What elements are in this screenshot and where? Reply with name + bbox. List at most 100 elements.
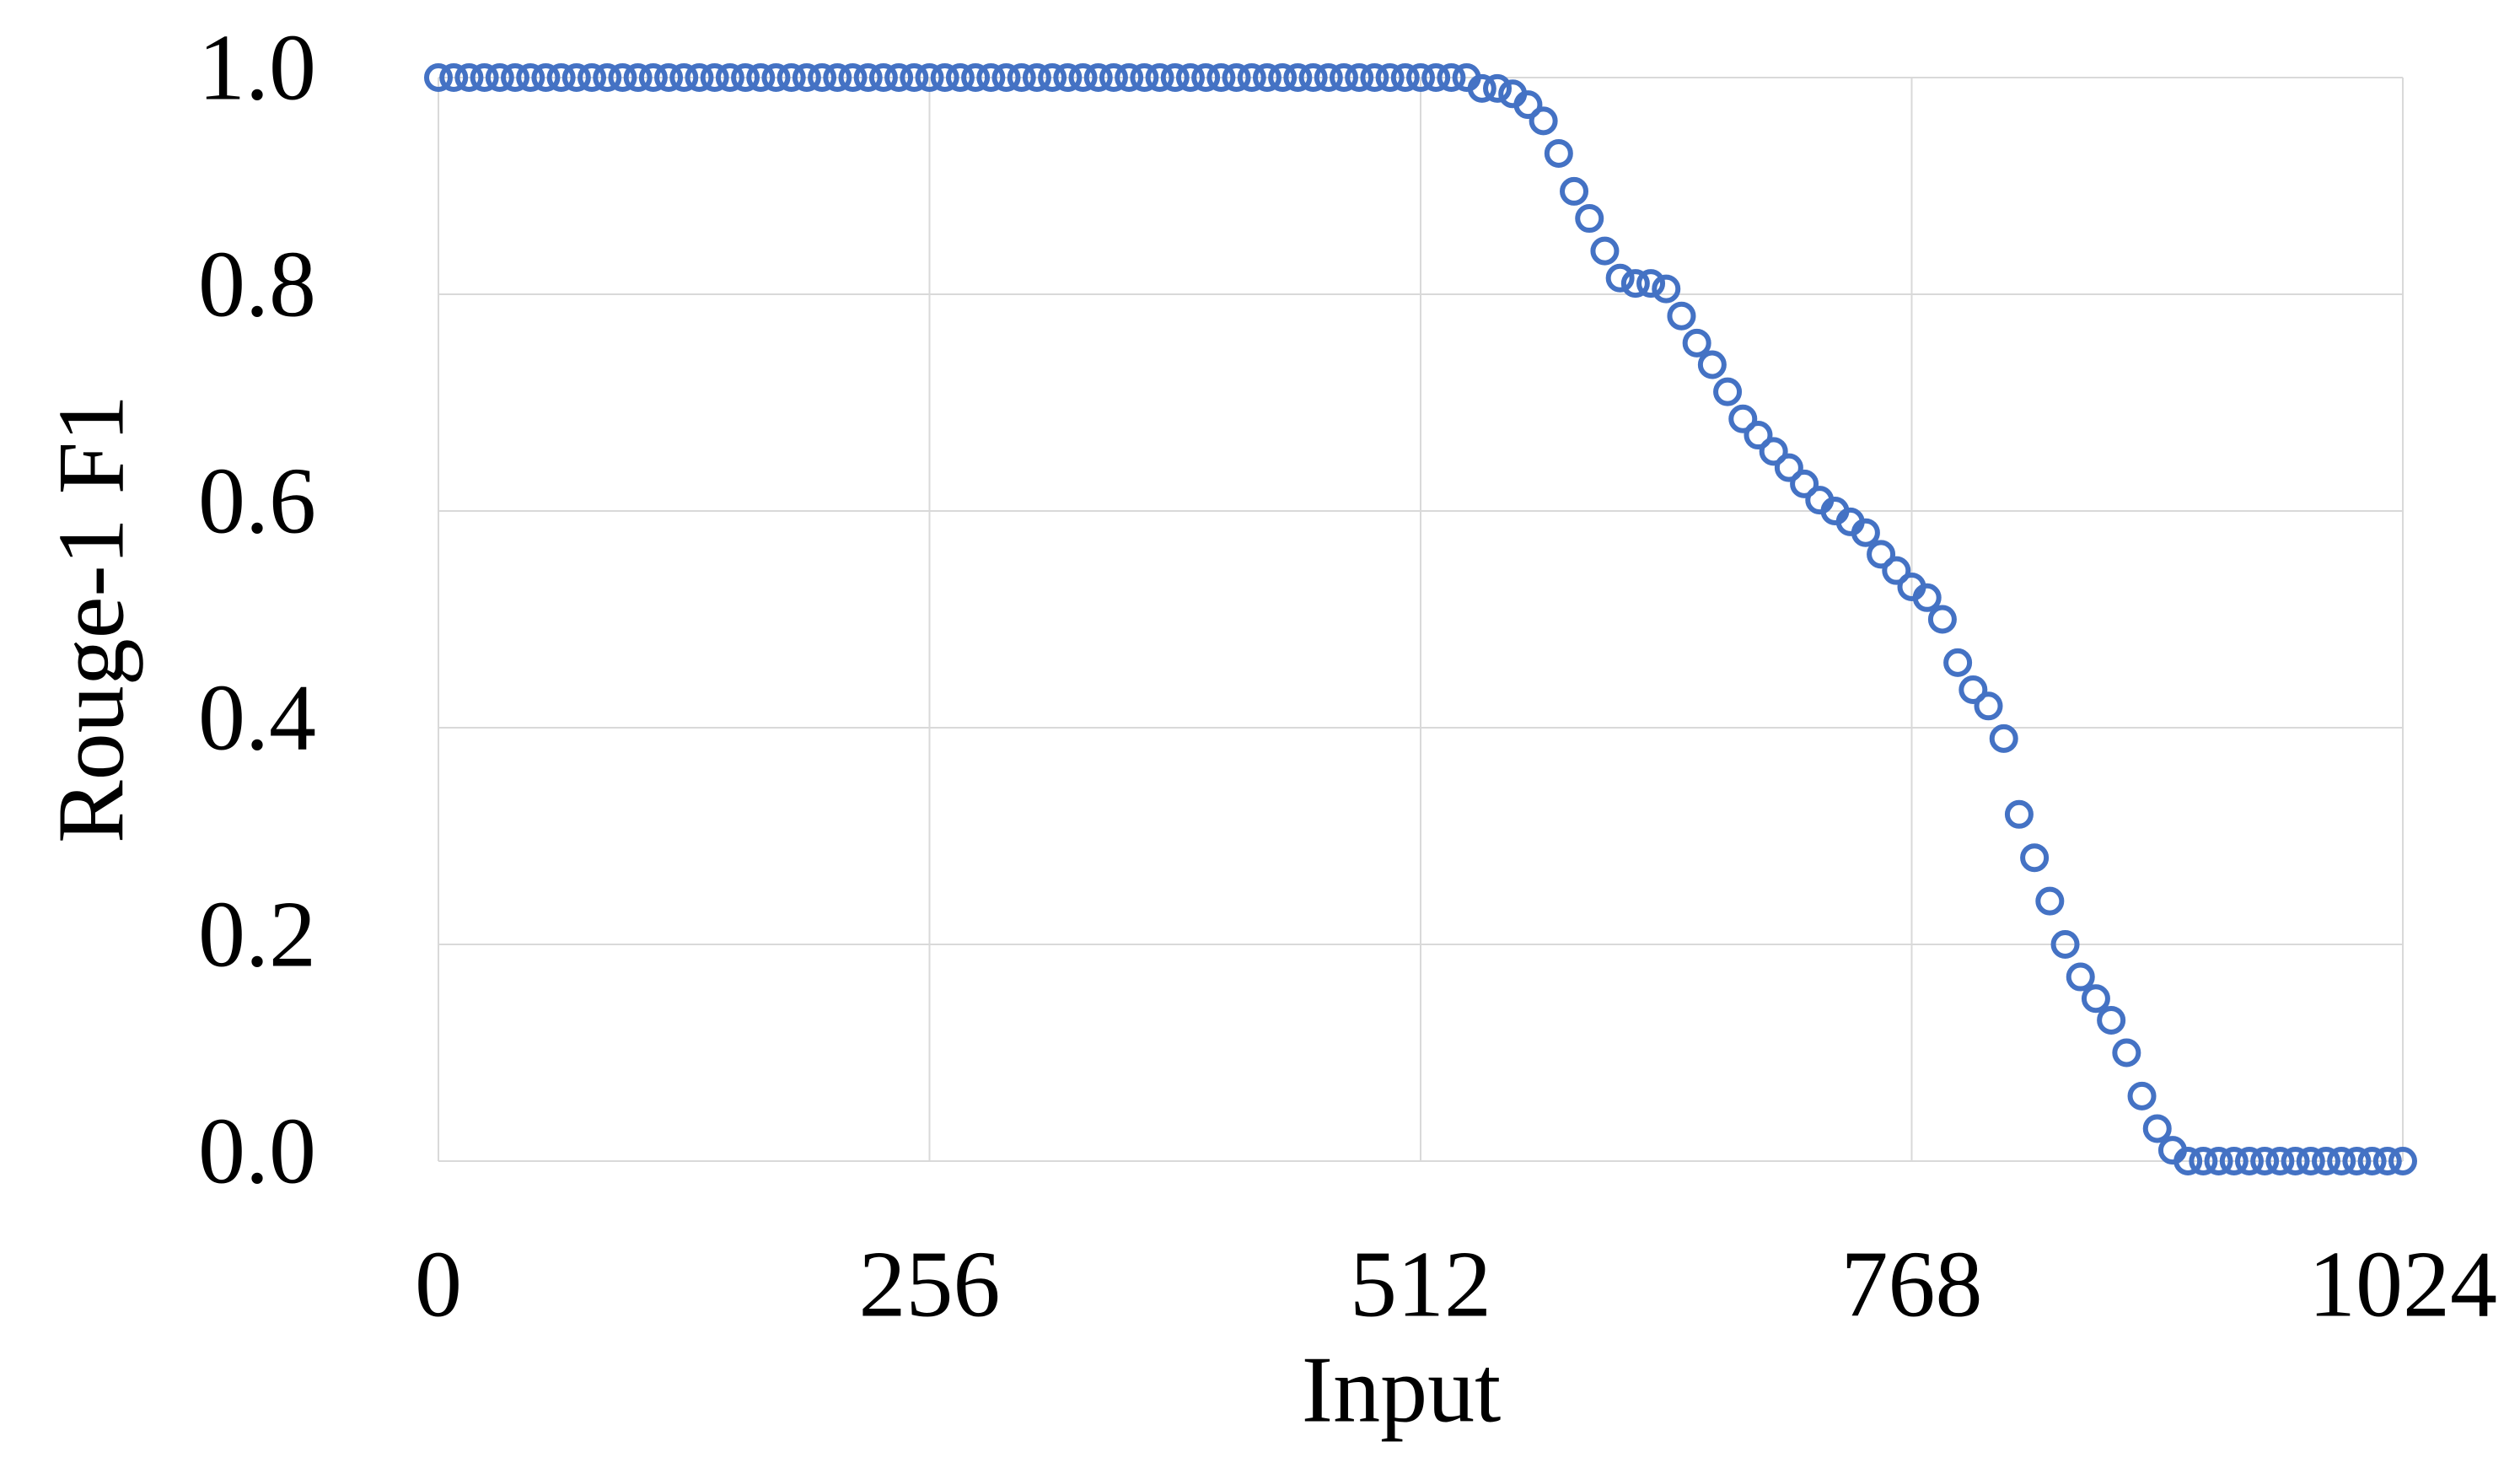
point [853,63,883,92]
point [838,63,868,92]
point [1682,328,1711,358]
point [746,63,776,92]
point [1943,648,1973,677]
point [1744,421,1773,450]
point [1989,723,2018,753]
point [1390,63,1420,92]
point [1053,63,1083,92]
point [776,63,806,92]
point [1867,540,1896,569]
point [1237,63,1266,92]
point [1697,350,1727,379]
x-tick-label: 0 [415,1233,462,1337]
y-tick-label: 0.2 [198,883,316,987]
point [2066,962,2095,992]
point [2204,1147,2233,1175]
point [700,63,729,92]
point [2020,843,2050,873]
point [976,63,1006,92]
point [470,63,499,92]
point [1560,176,1589,206]
x-tick-label: 768 [1841,1233,1983,1337]
point [2173,1147,2203,1175]
point [2189,1147,2218,1175]
point [2234,1147,2264,1175]
point [531,63,561,92]
x-tick-label: 512 [1350,1233,1491,1337]
point [884,63,914,92]
point [1529,106,1558,136]
point [1314,63,1343,92]
point [578,63,607,92]
point [1636,269,1666,298]
point [900,63,929,92]
point [961,63,991,92]
point [761,63,791,92]
point [1882,556,1911,585]
y-tick-label: 1.0 [198,16,316,121]
x-tick-label: 1024 [2308,1233,2497,1337]
point [2311,1147,2340,1175]
point [1590,236,1620,266]
point [1406,63,1435,92]
point [685,63,714,92]
point [2081,984,2110,1014]
point [1268,63,1298,92]
point [1160,63,1190,92]
point [439,63,469,92]
point [1421,63,1451,92]
point [1605,263,1635,293]
point [1007,63,1036,92]
point [2142,1114,2172,1143]
point [2097,1005,2126,1035]
point [654,63,684,92]
point [930,63,959,92]
point [1083,63,1113,92]
point [1222,63,1251,92]
point [808,63,837,92]
point [1329,63,1358,92]
point [1252,63,1281,92]
point [1912,583,1942,612]
point [546,63,576,92]
point [792,63,821,92]
point [1652,274,1681,304]
x-axis-title: Input [1302,1338,1501,1443]
point [1959,675,1988,705]
point [638,63,668,92]
point [715,63,744,92]
point [1068,63,1098,92]
point [2035,886,2065,916]
point [731,63,760,92]
point [1927,605,1957,634]
point [2250,1147,2280,1175]
point [1038,63,1067,92]
point [1513,90,1543,120]
point [1099,63,1128,92]
point [945,63,975,92]
point [1544,138,1573,168]
point [424,63,453,92]
point [1620,269,1650,298]
point [1283,63,1313,92]
point [516,63,545,92]
point [1360,63,1389,92]
point [1759,437,1788,466]
point [1774,453,1803,482]
point [1974,691,2003,721]
point [1790,469,1819,498]
point [1713,377,1743,406]
point [485,63,514,92]
point [669,63,699,92]
y-tick-label: 0.4 [198,666,316,771]
point [2327,1147,2356,1175]
point [2342,1147,2372,1175]
point [1145,63,1174,92]
point [1437,63,1466,92]
point [1191,63,1221,92]
point [1851,518,1880,547]
point [501,63,530,92]
y-axis-title: Rouge-1 F1 [40,395,144,843]
point [2281,1147,2310,1175]
